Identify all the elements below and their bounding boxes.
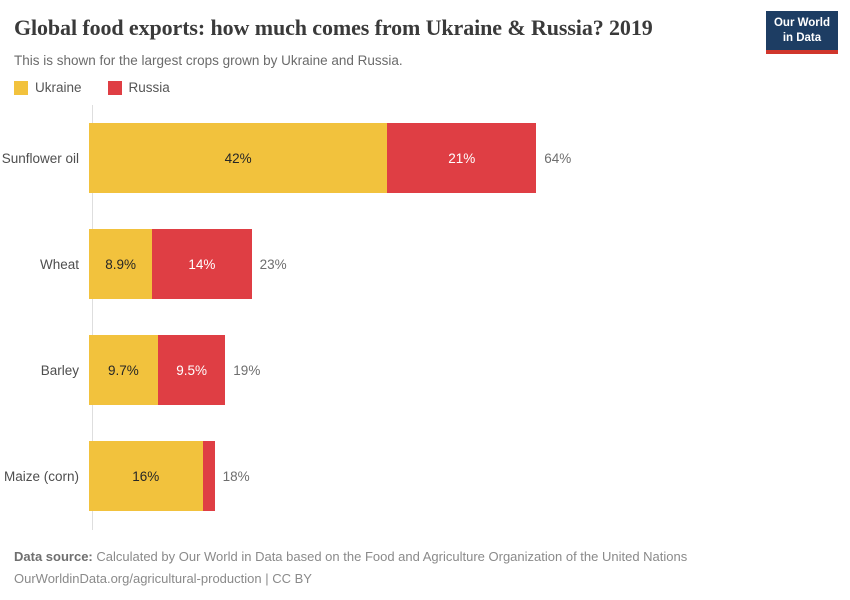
category-label: Sunflower oil bbox=[1, 150, 79, 166]
bar-row: Barley 9.7% 9.5% 19% bbox=[0, 317, 850, 423]
chart-title: Global food exports: how much comes from… bbox=[14, 15, 653, 40]
attribution-line[interactable]: OurWorldinData.org/agricultural-producti… bbox=[14, 571, 312, 586]
bar-chart-plot-area: Sunflower oil 42% 21% 64% Wheat 8.9% 14% 23% Bar… bbox=[0, 105, 850, 531]
owid-logo-line2: in Data bbox=[782, 31, 822, 44]
data-source-label: Data source: bbox=[14, 549, 93, 564]
bar-segment-ukraine[interactable]: 8.9% bbox=[89, 229, 153, 299]
bar-total-label: 19% bbox=[233, 362, 261, 378]
bar-segment-russia[interactable]: 14% bbox=[152, 229, 252, 299]
bar-track: 8.9% 14% 23% bbox=[89, 229, 850, 299]
bar-segment-russia[interactable]: 9.5% bbox=[157, 335, 226, 405]
bar-rows: Sunflower oil 42% 21% 64% Wheat 8.9% 14% 23% Bar… bbox=[0, 105, 850, 529]
ukraine-swatch-icon bbox=[14, 80, 28, 95]
data-source-text: Calculated by Our World in Data based on… bbox=[92, 549, 688, 564]
owid-logo-line1: Our World bbox=[773, 17, 830, 29]
legend: Ukraine Russia bbox=[14, 80, 170, 95]
data-source-line: Data source: Calculated by Our World in … bbox=[14, 546, 834, 568]
bar-row: Wheat 8.9% 14% 23% bbox=[0, 211, 850, 317]
legend-item-russia[interactable]: Russia bbox=[107, 80, 170, 95]
category-label: Wheat bbox=[39, 256, 79, 272]
bar-track: 9.7% 9.5% 19% bbox=[89, 335, 850, 405]
bar-segment-ukraine[interactable]: 42% bbox=[89, 123, 388, 193]
footer-note: Data source: Calculated by Our World in … bbox=[14, 546, 834, 590]
bar-value-label: 21% bbox=[448, 150, 476, 166]
bar-total-label: 64% bbox=[544, 150, 572, 166]
category-label: Maize (corn) bbox=[3, 468, 79, 484]
y-axis-line bbox=[92, 105, 93, 530]
russia-swatch-icon bbox=[107, 80, 122, 95]
bar-value-label: 9.5% bbox=[176, 362, 207, 378]
bar-value-label: 9.7% bbox=[108, 362, 139, 378]
bar-value-label: 14% bbox=[188, 256, 216, 272]
bar-total-label: 23% bbox=[259, 256, 287, 272]
category-label: Barley bbox=[40, 362, 79, 378]
legend-item-ukraine[interactable]: Ukraine bbox=[14, 80, 82, 95]
bar-row: Sunflower oil 42% 21% 64% bbox=[0, 105, 850, 211]
bar-total-label: 18% bbox=[222, 468, 250, 484]
bar-value-label: 42% bbox=[224, 150, 252, 166]
bar-segment-ukraine[interactable]: 9.7% bbox=[89, 335, 158, 405]
legend-label-russia: Russia bbox=[128, 80, 170, 95]
bar-segment-ukraine[interactable]: 16% bbox=[89, 441, 203, 511]
bar-track: 42% 21% 64% bbox=[89, 123, 850, 193]
legend-label-ukraine: Ukraine bbox=[35, 80, 82, 95]
bar-value-label: 8.9% bbox=[105, 256, 136, 272]
chart-subtitle: This is shown for the largest crops grow… bbox=[14, 53, 403, 68]
bar-segment-russia[interactable]: 21% bbox=[387, 123, 537, 193]
bar-value-label: 16% bbox=[132, 468, 160, 484]
bar-row: Maize (corn) 16% 18% bbox=[0, 423, 850, 529]
bar-segment-russia[interactable] bbox=[202, 441, 215, 511]
owid-logo[interactable]: Our World in Data bbox=[765, 11, 838, 54]
bar-track: 16% 18% bbox=[89, 441, 850, 511]
